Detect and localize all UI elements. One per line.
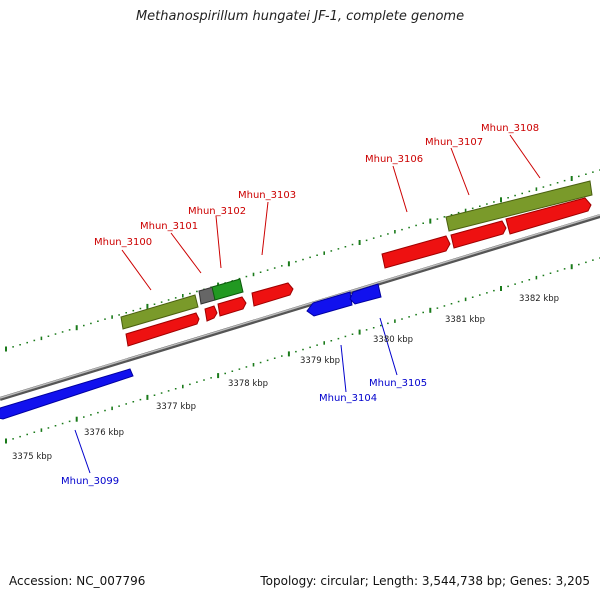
reverse-ruler-ticks [5, 257, 600, 444]
feature-mhun-3099[interactable] [0, 368, 134, 420]
map-title: Methanospirillum hungatei JF-1, complete… [135, 9, 465, 24]
feature-mhun-3104[interactable] [306, 291, 353, 317]
gene-label-mhun-3102[interactable]: Mhun_3102 [188, 206, 246, 217]
feature-mhun-3102[interactable] [211, 278, 244, 301]
label-leader-lines [74, 134, 541, 474]
gene-label-mhun-3103[interactable]: Mhun_3103 [238, 190, 296, 201]
genome-backbone [0, 214, 600, 401]
gene-label-mhun-3106[interactable]: Mhun_3106 [365, 154, 423, 165]
ruler-label: 3381 kbp [445, 315, 485, 325]
feature-mhun-3107-gene[interactable] [445, 180, 593, 232]
forward-ruler-ticks [5, 169, 600, 352]
ruler-labels: 3375 kbp 3376 kbp 3377 kbp 3378 kbp 3379… [12, 294, 559, 462]
feature-mhun-3101-cds[interactable] [204, 305, 218, 322]
gene-label-mhun-3104[interactable]: Mhun_3104 [319, 393, 377, 404]
ruler-label: 3378 kbp [228, 379, 268, 389]
gene-label-mhun-3099[interactable]: Mhun_3099 [61, 476, 119, 487]
accession-text: Accession: NC_007796 [9, 574, 146, 588]
gene-label-mhun-3107[interactable]: Mhun_3107 [425, 137, 483, 148]
topology-text: Topology: circular; Length: 3,544,738 bp… [260, 574, 590, 588]
gene-label-mhun-3101[interactable]: Mhun_3101 [140, 221, 198, 232]
ruler-label: 3377 kbp [156, 402, 196, 412]
feature-mhun-3106[interactable] [381, 235, 451, 269]
ruler-label: 3375 kbp [12, 452, 52, 462]
ruler-label: 3380 kbp [373, 335, 413, 345]
feature-mhun-3105[interactable] [349, 283, 382, 305]
ruler-label: 3376 kbp [84, 428, 124, 438]
ruler-label: 3382 kbp [519, 294, 559, 304]
gene-labels: Mhun_3099 Mhun_3100 Mhun_3101 Mhun_3102 … [61, 123, 539, 487]
gene-label-mhun-3100[interactable]: Mhun_3100 [94, 237, 152, 248]
feature-mhun-3100-gene[interactable] [120, 294, 199, 330]
ruler-label: 3379 kbp [300, 356, 340, 366]
feature-mhun-3102-cds[interactable] [217, 296, 247, 317]
gene-label-mhun-3105[interactable]: Mhun_3105 [369, 378, 427, 389]
feature-mhun-3108-cds[interactable] [505, 197, 592, 235]
feature-mhun-3103[interactable] [251, 282, 294, 307]
gene-label-mhun-3108[interactable]: Mhun_3108 [481, 123, 539, 134]
feature-mhun-3107[interactable] [450, 220, 507, 249]
feature-mhun-3100-cds[interactable] [125, 312, 200, 347]
